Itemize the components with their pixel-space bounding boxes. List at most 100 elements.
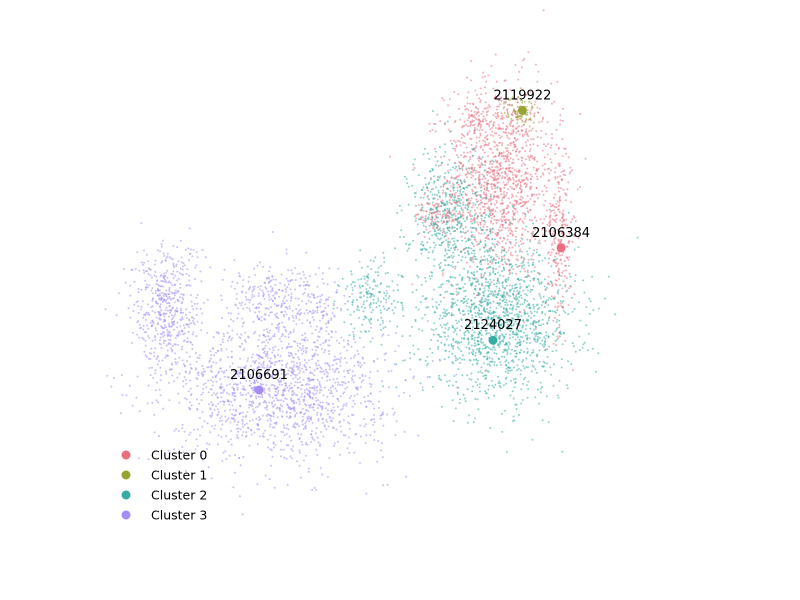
scatter-point [325, 322, 327, 325]
scatter-point [456, 203, 459, 206]
scatter-point [487, 316, 490, 319]
scatter-point [345, 404, 348, 407]
scatter-point [557, 289, 560, 292]
scatter-point [216, 392, 219, 395]
scatter-point [474, 146, 477, 149]
scatter-point [499, 153, 502, 155]
scatter-point [439, 300, 442, 303]
scatter-point [495, 161, 498, 164]
scatter-point [526, 210, 529, 212]
scatter-point [560, 275, 563, 278]
scatter-point [526, 352, 529, 355]
scatter-point [536, 388, 539, 391]
scatter-point [556, 176, 559, 179]
scatter-point [285, 444, 288, 447]
scatter-point [361, 266, 363, 269]
scatter-point [532, 351, 535, 354]
scatter-point [565, 269, 568, 272]
scatter-point [292, 445, 294, 448]
scatter-point [516, 327, 519, 330]
scatter-point [482, 139, 485, 142]
scatter-point [449, 212, 451, 215]
scatter-point [512, 293, 515, 296]
scatter-point [558, 197, 561, 200]
scatter-point [529, 209, 532, 212]
scatter-point [443, 358, 446, 361]
scatter-point [236, 388, 239, 391]
scatter-point [368, 330, 370, 333]
scatter-point [305, 441, 308, 444]
scatter-point [333, 409, 336, 412]
scatter-point [307, 470, 310, 473]
scatter-point [512, 323, 515, 325]
scatter-point [480, 316, 483, 319]
scatter-point [480, 158, 483, 161]
scatter-point [469, 124, 472, 127]
scatter-point [550, 82, 553, 85]
scatter-point [350, 323, 353, 326]
scatter-point [513, 146, 516, 149]
scatter-point [508, 103, 511, 106]
scatter-point [484, 244, 487, 247]
scatter-point [545, 299, 548, 302]
scatter-point [446, 226, 449, 229]
scatter-point [448, 219, 451, 222]
scatter-point [468, 305, 471, 308]
scatter-point [498, 302, 501, 305]
scatter-point [508, 273, 511, 276]
scatter-point [440, 156, 443, 159]
scatter-point [500, 340, 503, 342]
scatter-point [318, 380, 321, 383]
scatter-point [256, 405, 259, 408]
scatter-point [380, 316, 383, 319]
scatter-point [517, 130, 520, 133]
scatter-point [493, 315, 496, 318]
scatter-point [446, 256, 449, 259]
scatter-point [486, 257, 489, 260]
scatter-point [461, 299, 464, 302]
scatter-point [463, 338, 465, 340]
scatter-point [402, 236, 405, 238]
scatter-point [446, 163, 449, 166]
scatter-point [437, 345, 440, 348]
scatter-point [464, 192, 467, 195]
scatter-point [469, 220, 472, 223]
scatter-point [452, 302, 455, 305]
scatter-point [376, 460, 379, 463]
scatter-point [473, 342, 476, 345]
scatter-point [487, 294, 490, 297]
scatter-point [472, 348, 474, 351]
scatter-point [585, 306, 588, 308]
scatter-point [564, 311, 567, 314]
scatter-point [282, 424, 285, 427]
scatter-point [501, 116, 503, 119]
scatter-point [533, 216, 536, 219]
scatter-point [512, 158, 515, 161]
scatter-point [524, 131, 527, 134]
scatter-point [553, 100, 556, 103]
scatter-point [557, 396, 560, 399]
scatter-point [313, 389, 316, 392]
scatter-point [484, 390, 487, 393]
scatter-point [229, 421, 232, 424]
scatter-point [453, 237, 456, 240]
scatter-point [340, 356, 343, 359]
scatter-point [452, 166, 455, 169]
scatter-point [518, 322, 521, 325]
scatter-point [489, 326, 492, 329]
scatter-point [541, 339, 544, 342]
scatter-point [541, 172, 544, 175]
scatter-point [462, 310, 465, 312]
scatter-point [550, 373, 553, 376]
scatter-point [370, 295, 373, 298]
scatter-point [488, 162, 491, 165]
scatter-point [421, 389, 424, 392]
scatter-point [463, 332, 466, 335]
scatter-point [482, 191, 485, 194]
scatter-point [489, 175, 492, 178]
scatter-point [381, 380, 384, 383]
scatter-point [516, 297, 519, 300]
scatter-point [251, 356, 253, 359]
scatter-point [555, 349, 558, 352]
scatter-point [447, 240, 450, 243]
